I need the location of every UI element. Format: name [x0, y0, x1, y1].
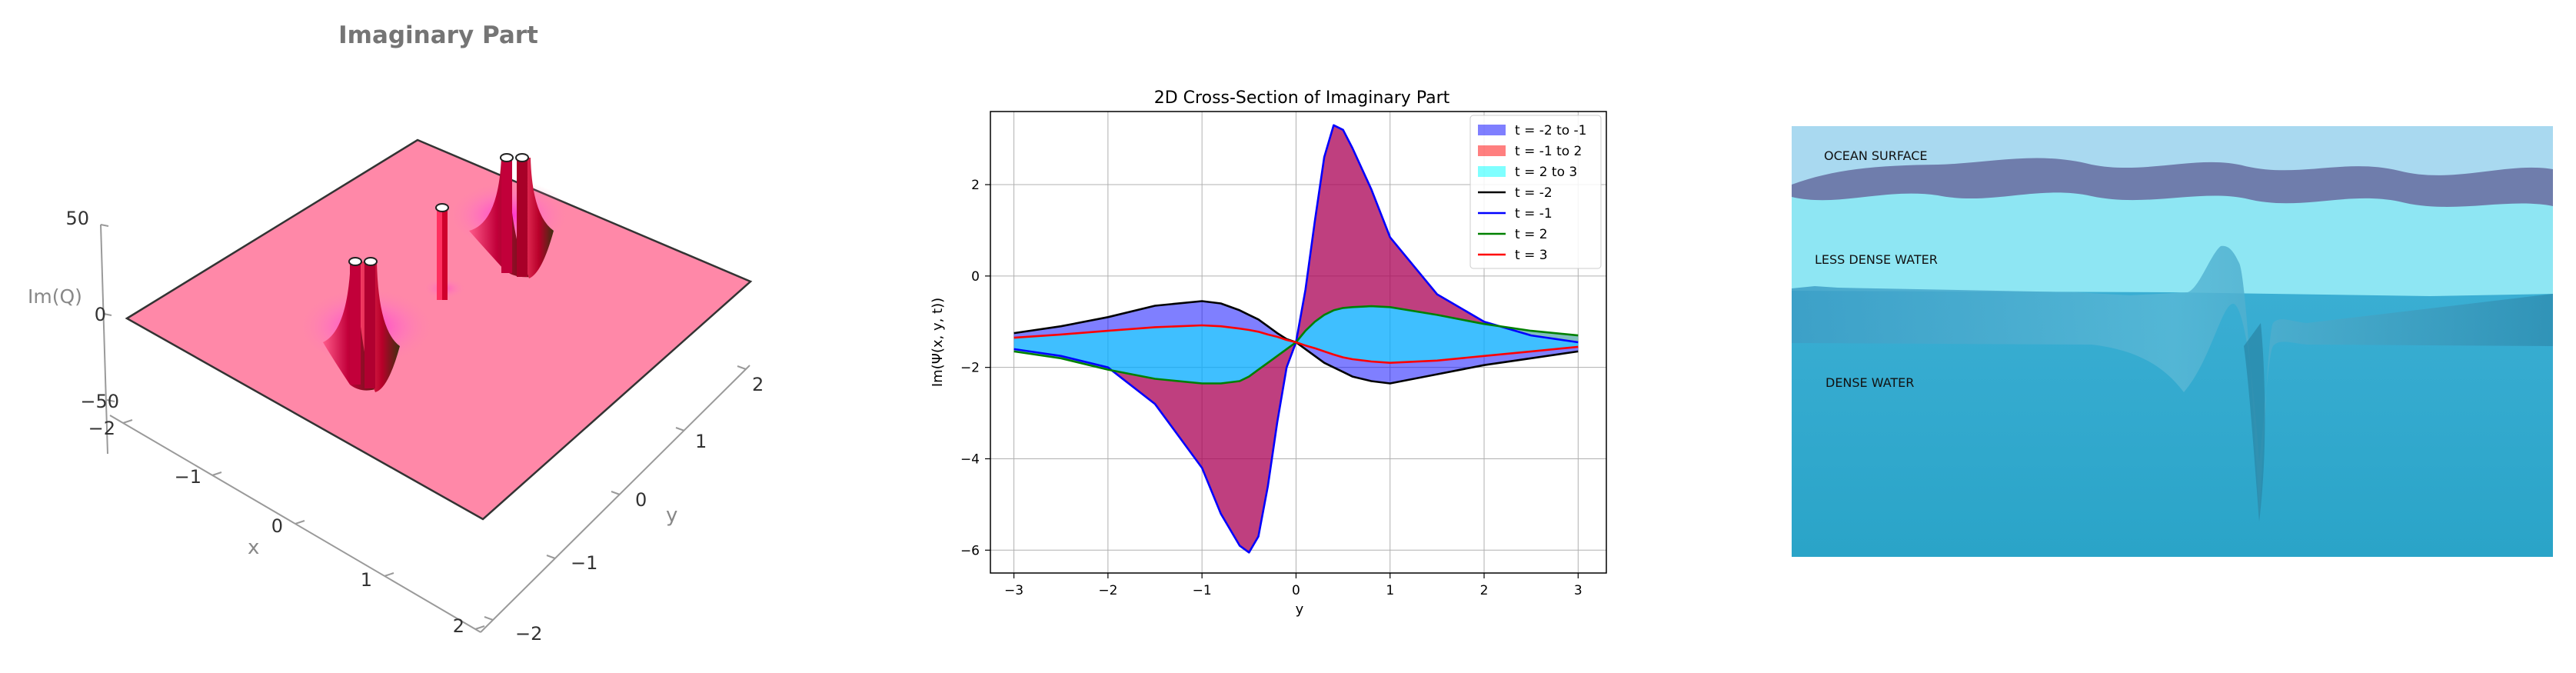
internal-wave-trough	[2244, 323, 2265, 521]
legend-label: t = 2 to 3	[1515, 165, 1577, 180]
x-tick-label: 2	[453, 615, 464, 637]
legend-label: t = -2 to -1	[1515, 123, 1587, 138]
y-tick-label: −1	[571, 552, 597, 574]
legend-swatch	[1478, 125, 1506, 135]
series-line-t-3	[1013, 324, 1579, 365]
x-tick-label: 1	[1386, 583, 1394, 598]
dense-label: DENSE WATER	[1825, 375, 1914, 390]
fill-region-t-2-to-3	[1013, 306, 1579, 384]
cross-section-chart-panel: 2D Cross-Section of Imaginary Part −3 −2 −…	[861, 0, 1630, 670]
dense-top-wave	[1792, 245, 2553, 515]
x-tick-label: 3	[1574, 583, 1583, 598]
surface-title: Imaginary Part	[338, 22, 538, 49]
y-axis-title: Im(Ψ(x, y, t))	[930, 298, 946, 387]
chart-title: 2D Cross-Section of Imaginary Part	[1154, 88, 1450, 108]
ocean-illustration-svg: OCEAN SURFACE LESS DENSE WATER DENSE WAT…	[1792, 126, 2553, 557]
y-tick-label: −2	[515, 623, 542, 645]
y-tick-label: 2	[971, 178, 980, 193]
x-tick-label: 0	[271, 515, 283, 537]
x-axis-label: x	[248, 536, 259, 559]
dense-layer	[1792, 291, 2553, 557]
legend-swatch	[1478, 145, 1506, 156]
z-axis-label: Im(Q)	[28, 285, 82, 308]
x-tick-label: 2	[1480, 583, 1489, 598]
surface-plot-svg: Imaginary Part 50 0 −50 Im(Q)	[28, 22, 764, 645]
ocean-surface-label: OCEAN SURFACE	[1824, 148, 1928, 163]
x-tick-label: 1	[361, 569, 372, 591]
surface-peak	[323, 257, 400, 392]
x-axis-title: y	[1296, 601, 1304, 618]
y-tick-label: −6	[960, 543, 980, 558]
legend-swatch	[1478, 166, 1506, 177]
ocean-illustration-panel: OCEAN SURFACE LESS DENSE WATER DENSE WAT…	[1769, 0, 2576, 670]
y-tick-label: −4	[960, 451, 980, 467]
legend-label: t = -1 to 2	[1515, 144, 1582, 159]
surface-spike	[435, 203, 449, 300]
z-tick-label: −50	[80, 391, 119, 412]
plot-frame	[990, 111, 1607, 574]
z-tick-label: 50	[65, 208, 89, 229]
legend-label: t = -1	[1515, 206, 1553, 222]
surface-plane	[125, 138, 753, 521]
legend-label: t = 2	[1515, 227, 1548, 242]
surface-band	[1792, 158, 2553, 207]
legend: t = -2 to -1 t = -1 to 2 t = 2 to 3 t = -2 t…	[1469, 115, 1602, 269]
y-axis-label: y	[666, 504, 677, 527]
z-tick-label: 0	[95, 304, 106, 325]
surface-plot-panel: Imaginary Part 50 0 −50 Im(Q)	[0, 0, 861, 670]
y-tick-label: 0	[635, 489, 647, 511]
cross-section-chart-svg: 2D Cross-Section of Imaginary Part −3 −2 −…	[930, 88, 1607, 618]
y-tick-label: 2	[752, 374, 764, 395]
x-tick-label: −1	[175, 466, 201, 488]
y-tick-label: 1	[695, 431, 707, 452]
y-tick-label: −2	[960, 361, 980, 376]
less-dense-label: LESS DENSE WATER	[1815, 252, 1938, 267]
x-tick-label: 0	[1292, 583, 1300, 598]
x-tick-label: −1	[1193, 583, 1212, 598]
y-tick-label: 0	[971, 269, 980, 285]
x-tick-label: −3	[1004, 583, 1023, 598]
legend-label: t = 3	[1515, 248, 1548, 263]
x-tick-label: −2	[88, 418, 115, 439]
surface-peak	[469, 153, 554, 278]
x-tick-label: −2	[1098, 583, 1117, 598]
legend-label: t = -2	[1515, 185, 1553, 201]
